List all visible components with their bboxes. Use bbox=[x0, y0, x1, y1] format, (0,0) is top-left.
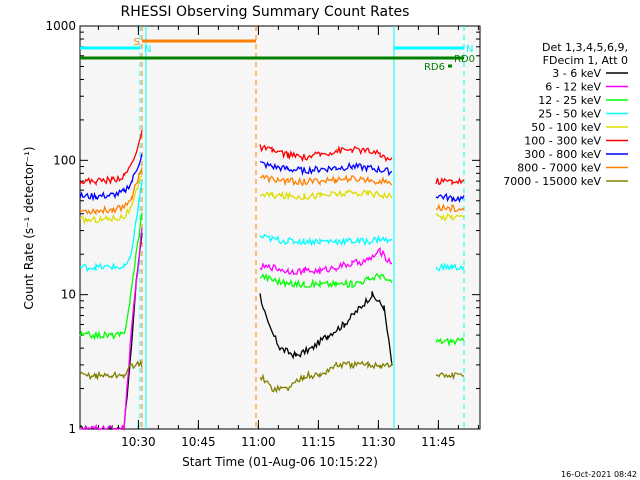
series-line bbox=[80, 227, 393, 432]
legend-label: 800 - 7000 keV bbox=[517, 162, 601, 175]
legend-label: 25 - 50 keV bbox=[538, 108, 601, 121]
series-line bbox=[79, 175, 465, 226]
x-tick-label: 11:30 bbox=[361, 435, 396, 449]
x-tick-label: 10:30 bbox=[121, 435, 156, 449]
x-axis: 10:30 10:45 11:00 11:15 11:30 11:45 bbox=[97, 26, 479, 449]
chart-title: RHESSI Observing Summary Count Rates bbox=[121, 4, 410, 20]
x-axis-label: Start Time (01-Aug-06 10:15:22) bbox=[182, 455, 378, 469]
legend-header: Det 1,3,4,5,6,9, bbox=[542, 41, 628, 54]
y-tick-label: 10 bbox=[61, 288, 76, 302]
legend-label: 3 - 6 keV bbox=[552, 67, 601, 80]
legend-label: 100 - 300 keV bbox=[524, 135, 601, 148]
series-line bbox=[79, 153, 465, 203]
timestamp: 16-Oct-2021 08:42 bbox=[561, 470, 637, 479]
y-axis-label: Count Rate (s⁻¹ detector⁻¹) bbox=[22, 146, 36, 309]
y-tick-label: 1000 bbox=[45, 19, 76, 33]
series-line bbox=[79, 181, 465, 273]
flag-label: RD6 bbox=[424, 62, 445, 73]
legend: Det 1,3,4,5,6,9,FDecim 1, Att 03 - 6 keV… bbox=[503, 41, 628, 188]
flag-label: N bbox=[144, 44, 151, 55]
flag-label: N bbox=[466, 44, 473, 55]
x-tick-label: 10:45 bbox=[181, 435, 216, 449]
series-line bbox=[79, 359, 465, 394]
legend-label: 300 - 800 keV bbox=[524, 148, 601, 161]
series-line bbox=[80, 167, 465, 216]
y-tick-label: 100 bbox=[53, 153, 76, 167]
x-tick-label: 11:00 bbox=[241, 435, 276, 449]
y-tick-label: 1 bbox=[68, 422, 76, 436]
series-line bbox=[79, 130, 465, 187]
plot-area bbox=[79, 25, 481, 430]
y-axis: 1 10 100 1000 bbox=[45, 19, 480, 436]
legend-label: 50 - 100 keV bbox=[531, 121, 601, 134]
x-tick-label: 11:15 bbox=[301, 435, 336, 449]
flag-label: RD0 bbox=[454, 54, 475, 65]
x-tick-label: 11:45 bbox=[421, 435, 456, 449]
series-group bbox=[79, 130, 465, 432]
legend-label: 12 - 25 keV bbox=[538, 94, 601, 107]
flag-label: S bbox=[134, 37, 140, 48]
legend-label: 7000 - 15000 keV bbox=[503, 175, 601, 188]
legend-header: FDecim 1, Att 0 bbox=[543, 54, 628, 67]
legend-label: 6 - 12 keV bbox=[545, 81, 601, 94]
series-line bbox=[79, 212, 465, 348]
